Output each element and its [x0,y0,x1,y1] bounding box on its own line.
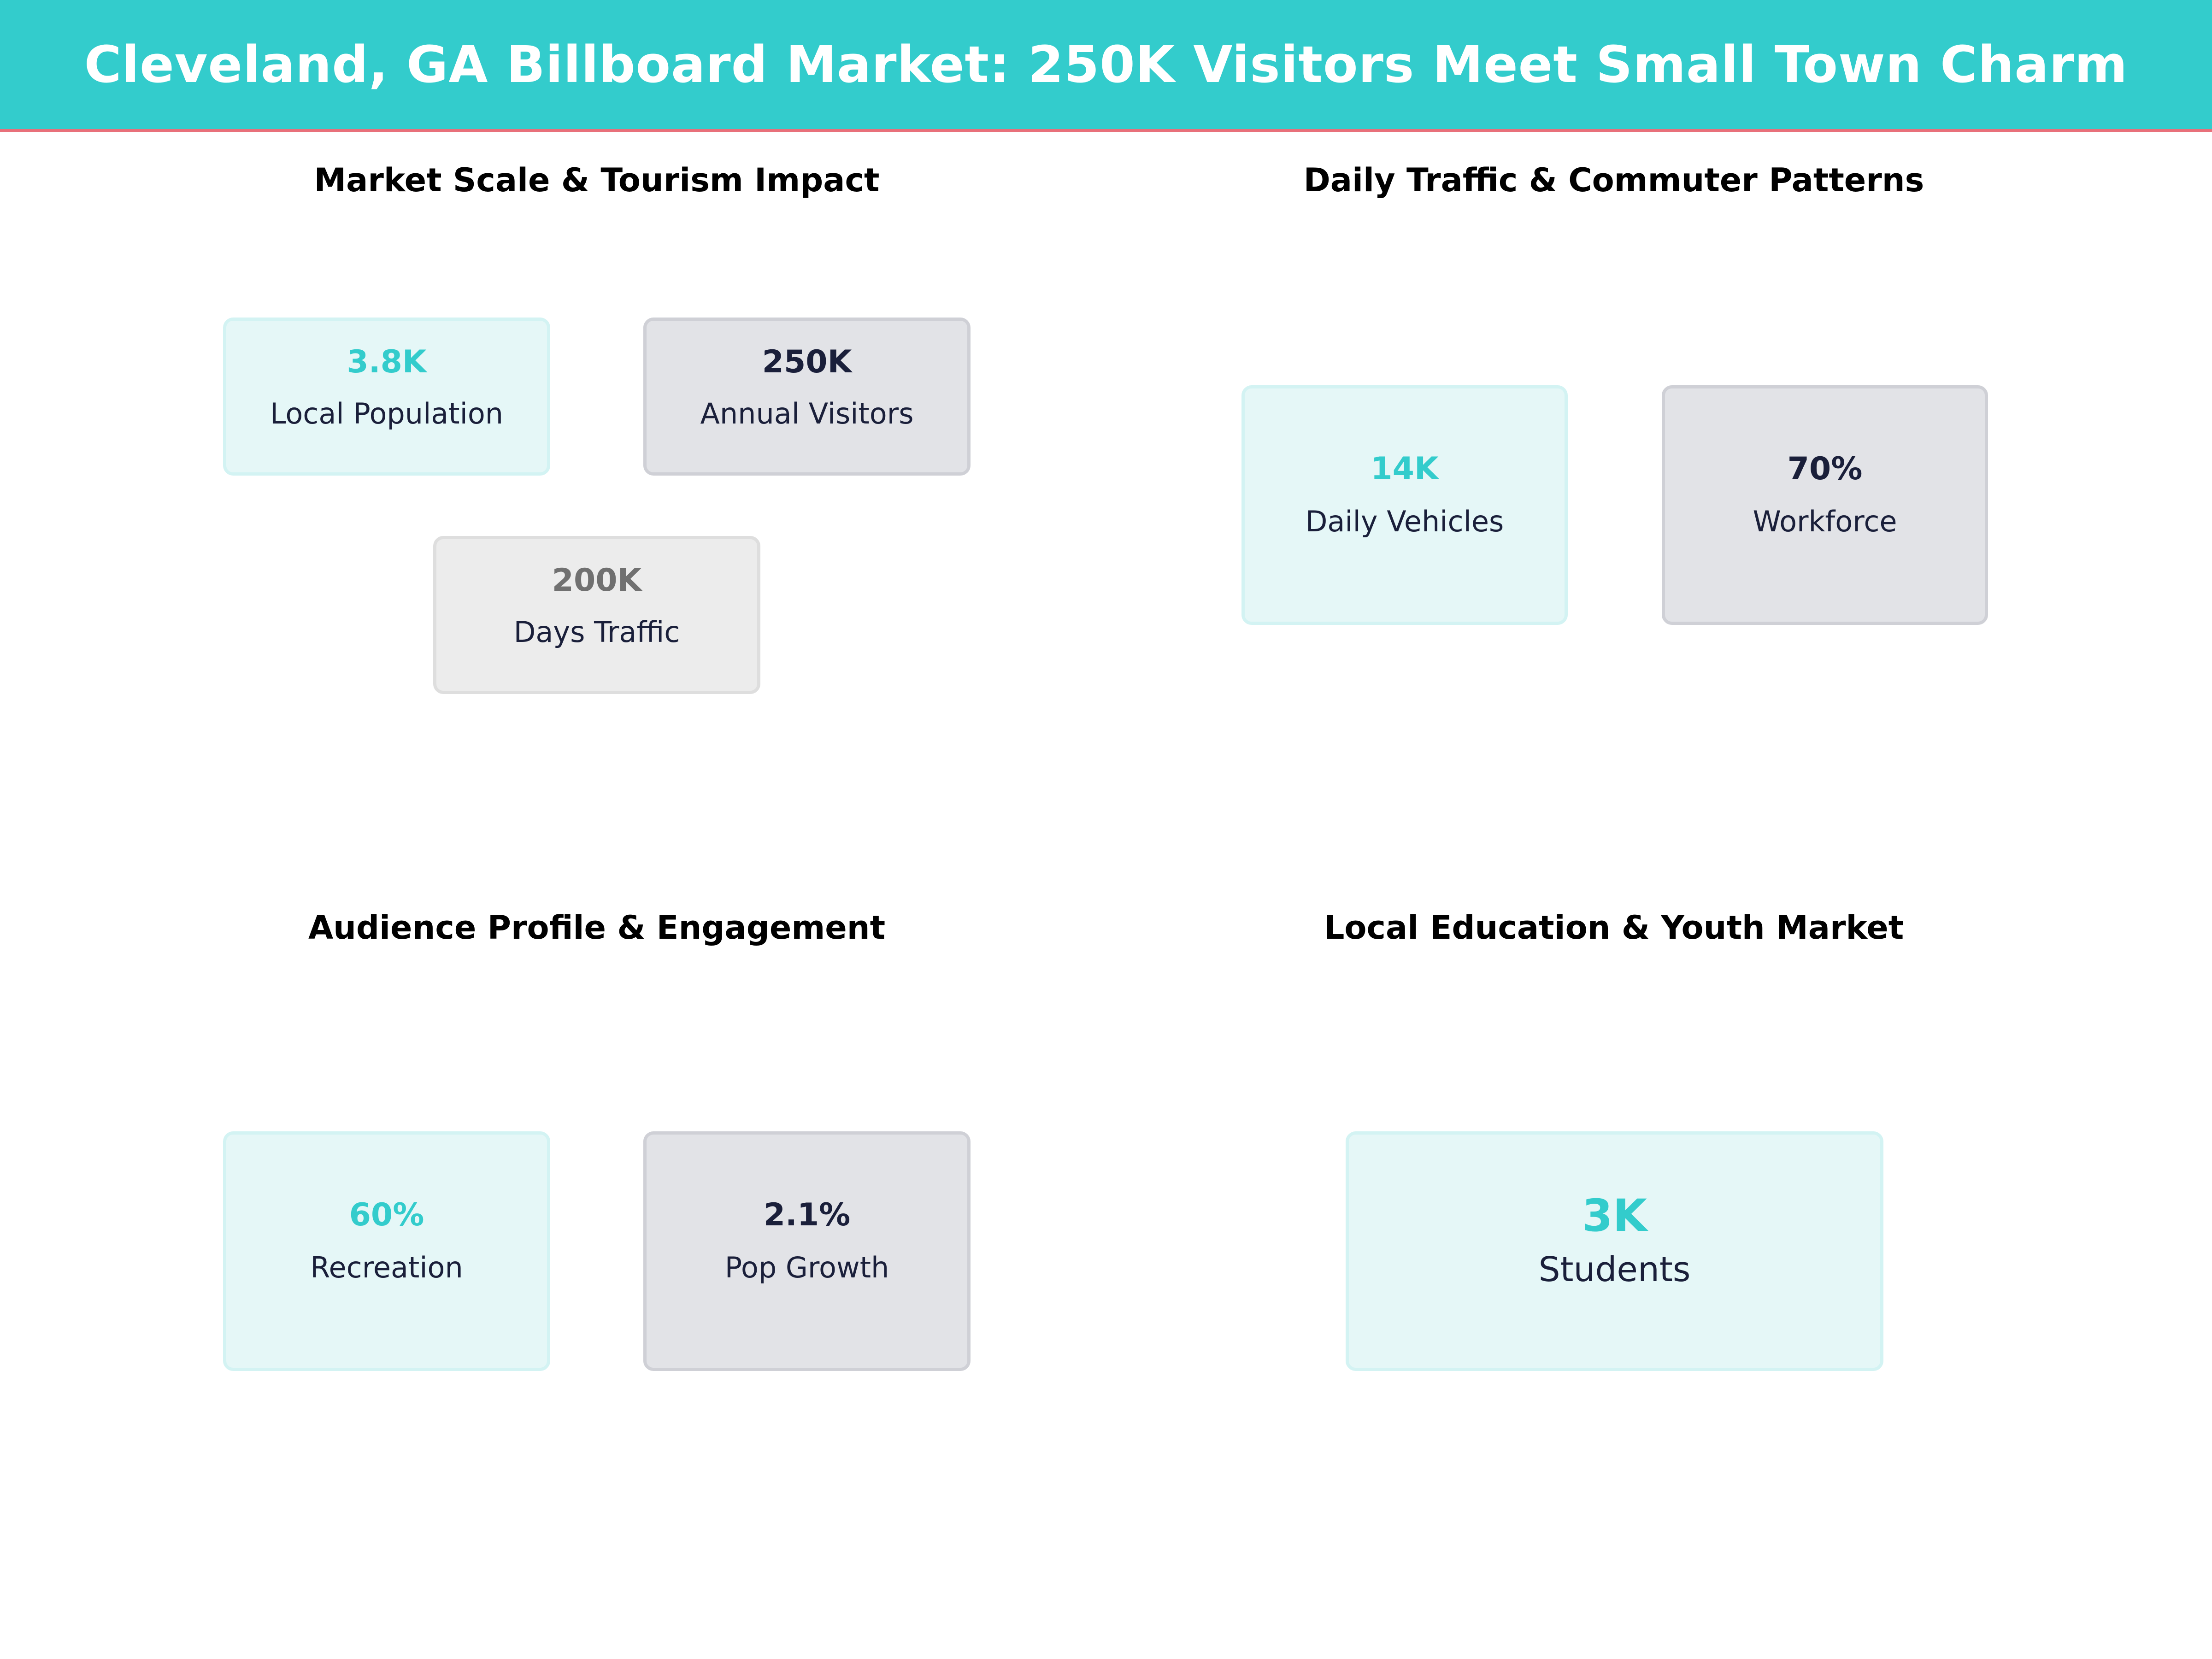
stat-label: Days Traffic [513,615,680,649]
stat-value: 60% [349,1197,424,1233]
stat-value: 14K [1371,451,1439,487]
stat-label: Annual Visitors [700,397,914,430]
panel-title-education: Local Education & Youth Market [1324,909,1904,947]
stat-value: 3.8K [347,344,427,380]
stat-label: Students [1538,1250,1691,1289]
stat-card-daily-vehicles: 14K Daily Vehicles [1241,385,1568,625]
stat-value: 3K [1582,1190,1647,1241]
stat-label: Recreation [310,1251,463,1284]
stat-card-annual-visitors: 250K Annual Visitors [643,318,971,476]
stat-label: Daily Vehicles [1305,505,1504,538]
panel-title-market-scale: Market Scale & Tourism Impact [314,161,880,199]
stat-label: Workforce [1753,505,1897,538]
stat-card-recreation: 60% Recreation [223,1131,550,1371]
stat-value: 200K [552,562,642,599]
stat-card-local-population: 3.8K Local Population [223,318,550,476]
panel-title-audience-profile: Audience Profile & Engagement [308,909,886,947]
stat-label: Local Population [270,397,504,430]
stat-value: 250K [762,344,852,380]
stat-card-workforce: 70% Workforce [1662,385,1988,625]
stat-label: Pop Growth [724,1251,889,1284]
stat-card-days-traffic: 200K Days Traffic [433,536,760,694]
stat-value: 2.1% [763,1197,851,1233]
stat-card-students: 3K Students [1346,1131,1883,1371]
panel-title-daily-traffic: Daily Traffic & Commuter Patterns [1303,161,1924,199]
page-title: Cleveland, GA Billboard Market: 250K Vis… [84,35,2128,94]
header-banner: Cleveland, GA Billboard Market: 250K Vis… [0,0,2212,132]
stat-value: 70% [1787,451,1863,487]
stat-card-pop-growth: 2.1% Pop Growth [643,1131,971,1371]
